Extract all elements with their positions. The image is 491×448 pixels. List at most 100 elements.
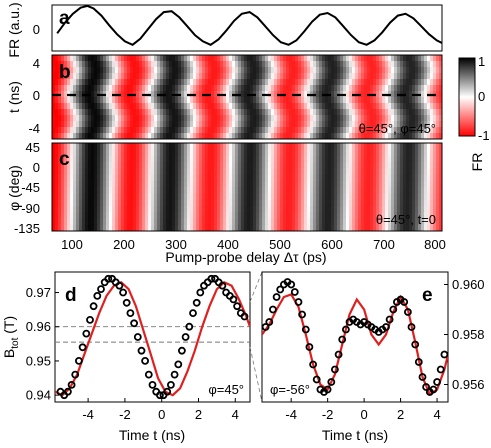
panel-c-cell xyxy=(256,155,260,163)
panel-b-cell xyxy=(247,79,251,86)
panel-c-cell xyxy=(250,224,254,232)
panel-b-cell xyxy=(169,103,173,110)
panel-c-cell xyxy=(364,174,368,182)
panel-b-cell xyxy=(166,91,170,98)
panel-c-cell xyxy=(376,155,380,163)
panel-b-cell xyxy=(304,67,308,74)
panel-b-cell xyxy=(103,127,107,134)
panel-b-cell xyxy=(412,97,416,104)
panel-c-cell xyxy=(379,187,383,194)
panel-c-cell xyxy=(130,149,134,157)
panel-b-cell xyxy=(166,133,170,140)
panel-c-cell xyxy=(346,212,350,219)
panel-c-cell xyxy=(316,168,320,175)
panel-c-cell xyxy=(97,205,101,213)
panel-c-cell xyxy=(421,155,425,163)
panel-c-cell xyxy=(190,193,194,201)
panel-c-cell xyxy=(403,180,407,188)
panel-b-cell xyxy=(145,121,149,128)
panel-b-cell xyxy=(127,73,131,80)
panel-b-cell xyxy=(133,109,137,116)
panel-c-cell xyxy=(310,212,314,219)
panel-c-cell xyxy=(217,143,221,150)
panel-b-cell xyxy=(238,67,242,74)
panel-b-cell xyxy=(241,121,245,128)
panel-b-cell xyxy=(364,55,368,62)
panel-c-cell xyxy=(382,180,386,188)
panel-c-cell xyxy=(187,168,191,175)
panel-b-cell xyxy=(331,103,335,110)
panel-b-cell xyxy=(61,85,65,92)
panel-c-cell xyxy=(409,212,413,219)
panel-c-cell xyxy=(136,180,140,188)
panel-c-cell xyxy=(70,193,74,201)
panel-b-cell xyxy=(79,109,83,116)
panel-b-cell xyxy=(187,67,191,74)
panel-c-cell xyxy=(82,168,86,175)
panel-b-cell xyxy=(415,121,419,128)
panel-b-cell xyxy=(319,67,323,74)
panel-b-cell xyxy=(163,79,167,86)
panel-b-cell xyxy=(313,133,317,140)
panel-c-cell xyxy=(346,205,350,213)
panel-c-cell xyxy=(148,180,152,188)
panel-b-cell xyxy=(85,97,89,104)
panel-c-cell xyxy=(73,218,77,226)
panel-b-cell xyxy=(385,115,389,122)
panel-c-cell xyxy=(304,161,308,169)
panel-c-cell xyxy=(208,149,212,157)
panel-c-cell xyxy=(133,187,137,194)
panel-b-cell xyxy=(238,61,242,68)
panel-c-cell xyxy=(217,199,221,207)
panel-b-cell xyxy=(331,133,335,140)
panel-c-cell xyxy=(130,168,134,175)
panel-b-cell xyxy=(142,133,146,140)
panel-b-cell xyxy=(61,55,65,62)
panel-b-cell xyxy=(139,73,143,80)
panel-c-cell xyxy=(196,224,200,232)
panel-c-cell xyxy=(247,224,251,232)
panel-c-cell xyxy=(55,155,59,163)
panel-c-cell xyxy=(262,168,266,175)
panel-c-cell xyxy=(148,193,152,201)
panel-c-cell xyxy=(226,187,230,194)
panel-c-cell xyxy=(244,224,248,232)
panel-c-cell xyxy=(310,187,314,194)
panel-b-cell xyxy=(418,85,422,92)
panel-c-cell xyxy=(424,218,428,226)
panel-b-cell xyxy=(253,97,257,104)
panel-c-cell xyxy=(142,161,146,169)
panel-b-cell xyxy=(337,103,341,110)
panel-b-cell xyxy=(328,133,332,140)
panel-b-cell xyxy=(376,103,380,110)
panel-b-cell xyxy=(52,109,56,116)
panel-b-cell xyxy=(322,61,326,68)
panel-c-cell xyxy=(130,155,134,163)
panel-c-cell xyxy=(343,212,347,219)
panel-b-cell xyxy=(151,133,155,140)
panel-c-cell xyxy=(382,218,386,226)
panel-b-cell xyxy=(436,97,440,104)
panel-b-cell xyxy=(352,55,356,62)
panel-c-cell xyxy=(163,168,167,175)
panel-b-cell xyxy=(385,85,389,92)
panel-c-cell xyxy=(124,161,128,169)
panel-b-cell xyxy=(133,73,137,80)
panel-c-cell xyxy=(274,205,278,213)
panel-b-cell xyxy=(268,61,272,68)
panel-b-cell xyxy=(70,61,74,68)
panel-b-cell xyxy=(307,127,311,134)
panel-b-cell xyxy=(187,115,191,122)
panel-c-cell xyxy=(103,149,107,157)
panel-c-cell xyxy=(253,187,257,194)
panel-b-cell xyxy=(370,97,374,104)
panel-b-cell xyxy=(166,97,170,104)
panel-c-cell xyxy=(154,180,158,188)
panel-c-cell xyxy=(418,180,422,188)
panel-c-cell xyxy=(67,161,71,169)
panel-c-cell xyxy=(262,218,266,226)
panel-b-cell xyxy=(268,103,272,110)
panel-c-cell xyxy=(193,187,197,194)
panel-b-cell xyxy=(244,115,248,122)
panel-c-cell xyxy=(340,168,344,175)
